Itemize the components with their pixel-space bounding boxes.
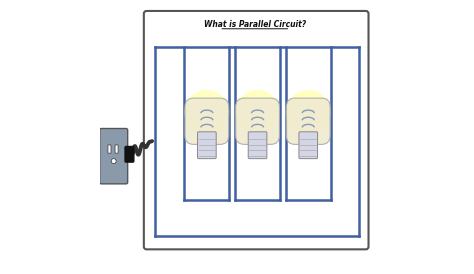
- FancyBboxPatch shape: [115, 145, 118, 153]
- Circle shape: [184, 90, 229, 135]
- FancyBboxPatch shape: [100, 129, 128, 184]
- FancyBboxPatch shape: [286, 98, 330, 144]
- FancyBboxPatch shape: [198, 132, 216, 159]
- FancyBboxPatch shape: [144, 11, 368, 249]
- FancyBboxPatch shape: [185, 98, 229, 144]
- Circle shape: [111, 159, 116, 164]
- FancyBboxPatch shape: [108, 145, 111, 153]
- FancyBboxPatch shape: [248, 132, 267, 159]
- FancyBboxPatch shape: [299, 132, 318, 159]
- Circle shape: [192, 97, 222, 127]
- Circle shape: [243, 97, 273, 127]
- Text: What is Parallel Circuit?: What is Parallel Circuit?: [204, 20, 306, 29]
- FancyBboxPatch shape: [125, 146, 134, 162]
- Circle shape: [286, 90, 331, 135]
- FancyBboxPatch shape: [236, 98, 280, 144]
- Circle shape: [235, 90, 280, 135]
- Circle shape: [293, 97, 323, 127]
